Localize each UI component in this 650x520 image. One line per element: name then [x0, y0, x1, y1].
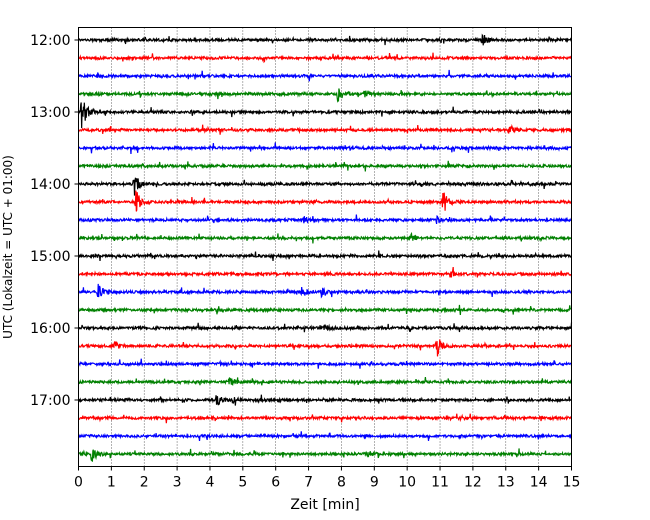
- x-tick-label: 12: [464, 475, 482, 491]
- x-tick-label: 9: [370, 475, 379, 491]
- trace-1200: [78, 33, 572, 46]
- x-tick-label: 13: [497, 475, 515, 491]
- y-axis-ticks: 12:00 13:00 14:00 15:00 16:00 17:00: [30, 33, 79, 409]
- trace-1215: [78, 52, 573, 64]
- trace-lines: [77, 33, 573, 462]
- x-tick-label: 11: [431, 475, 449, 491]
- grid-lines: [111, 27, 539, 467]
- trace-1245: [77, 88, 572, 103]
- trace-1645: [77, 377, 572, 386]
- x-tick-label: 3: [173, 475, 182, 491]
- x-tick-label: 2: [140, 475, 149, 491]
- x-tick-label: 6: [271, 475, 280, 491]
- x-tick-label: 10: [398, 475, 416, 491]
- trace-1530: [78, 283, 572, 299]
- plot-background: [78, 27, 572, 467]
- y-tick-label: 17:00: [30, 393, 70, 409]
- trace-1715: [78, 413, 573, 424]
- x-axis-label: Zeit [min]: [290, 497, 359, 513]
- trace-1345: [77, 160, 573, 172]
- trace-1500: [78, 250, 572, 262]
- trace-1445: [78, 231, 573, 244]
- trace-1615: [77, 339, 573, 357]
- trace-1545: [77, 304, 572, 316]
- y-tick-label: 14:00: [30, 177, 70, 193]
- trace-1330: [77, 142, 572, 155]
- x-tick-label: 1: [107, 475, 116, 491]
- y-tick-label: 13:00: [30, 105, 70, 121]
- x-tick-label: 0: [74, 475, 83, 491]
- y-axis-label: UTC (Lokalzeit = UTC + 01:00): [1, 155, 15, 339]
- trace-1315: [77, 123, 572, 135]
- trace-1515: [77, 266, 573, 278]
- x-tick-label: 8: [337, 475, 346, 491]
- x-tick-label: 4: [206, 475, 215, 491]
- y-tick-label: 15:00: [30, 249, 70, 265]
- trace-1730: [77, 431, 572, 442]
- trace-1745: [78, 448, 572, 462]
- x-axis-ticks: 0 1 2 3 4 5 6 7 8 9 10 11 12 13 14 15: [74, 466, 581, 491]
- trace-1600: [77, 322, 573, 333]
- plot-frame: [78, 27, 572, 467]
- x-tick-label: 15: [563, 475, 581, 491]
- trace-1630: [77, 358, 573, 369]
- y-tick-label: 12:00: [30, 33, 70, 49]
- x-tick-label: 5: [238, 475, 247, 491]
- trace-1700: [77, 394, 572, 406]
- trace-1300: [77, 102, 572, 129]
- trace-1230: [78, 69, 572, 82]
- trace-1415: [78, 190, 572, 212]
- trace-1430: [78, 214, 573, 225]
- x-tick-label: 14: [530, 475, 548, 491]
- x-tick-label: 7: [304, 475, 313, 491]
- trace-1400: [77, 177, 573, 196]
- y-tick-label: 16:00: [30, 321, 70, 337]
